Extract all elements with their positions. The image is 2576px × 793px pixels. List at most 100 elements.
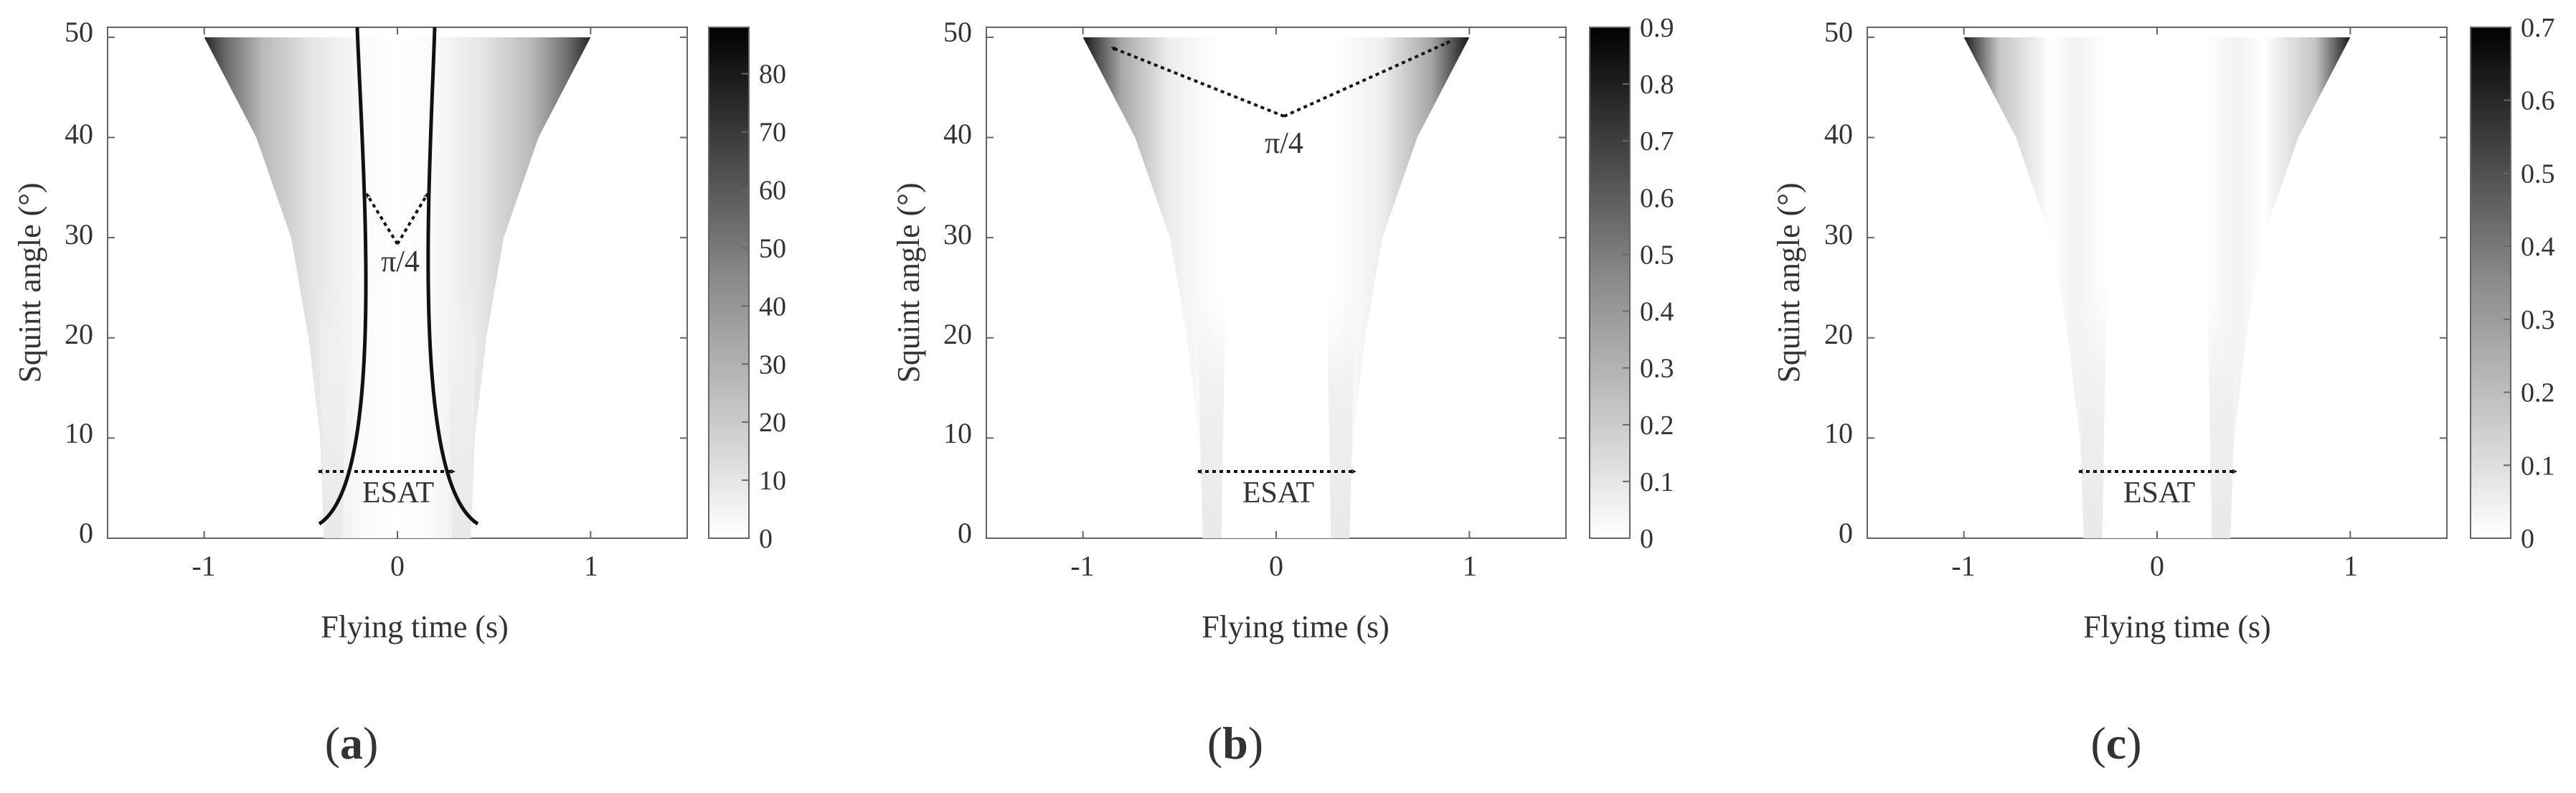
y-axis-label-a: Squint angle (°): [12, 182, 47, 383]
x-tick-label: -1: [192, 550, 215, 582]
colorbar-tick-label: 0.6: [1640, 183, 1674, 213]
y-tick-label: 30: [1824, 218, 1853, 250]
axis-ticks-c: [1867, 27, 2447, 539]
colorbar-tick-label: 0.2: [1640, 410, 1674, 441]
y-tick-label: 40: [943, 118, 972, 150]
esat-label-b: ESAT: [1242, 477, 1314, 510]
pi4-label-b: π/4: [1265, 127, 1303, 160]
y-tick-label: 10: [65, 417, 93, 449]
colorbar-tick-label: 10: [759, 466, 786, 496]
colorbar-tick-label: 0.5: [1640, 240, 1674, 270]
colorbar-tick-label: 0.7: [2521, 13, 2555, 43]
colorbar-tick-label: 0: [759, 524, 773, 554]
pi4-label-a: π/4: [381, 245, 420, 278]
colorbar-tick-label: 50: [759, 233, 786, 263]
x-tick-label: -1: [1951, 550, 1975, 582]
y-tick-label: 0: [958, 517, 972, 549]
esat-label-c: ESAT: [2123, 477, 2195, 510]
colorbar-tick-label: 0.1: [1640, 467, 1674, 497]
x-tick-label: 1: [1463, 550, 1477, 582]
heatmap-region-right-c: [2157, 37, 2351, 538]
y-tick-label: 30: [65, 218, 93, 250]
esat-label-a: ESAT: [362, 477, 434, 510]
colorbar-tick-label: 0.4: [1640, 297, 1674, 327]
x-tick-label: 1: [2344, 550, 2358, 582]
svg-text:(b): (b): [1207, 718, 1263, 769]
y-tick-label: 20: [943, 318, 972, 350]
pi4-arrow-left-b: [1110, 46, 1285, 118]
x-tick-label: 0: [1269, 550, 1283, 582]
colorbar-tick-label: 40: [759, 291, 786, 322]
y-tick-label: 20: [1824, 318, 1853, 350]
x-axis-b: -1 0 1 Flying time (s): [1070, 550, 1477, 644]
colorbar-tick-label: 80: [759, 60, 786, 90]
boundary-curve-left-a: [318, 27, 368, 526]
y-tick-label: 50: [1824, 16, 1853, 48]
x-axis-label-c: Flying time (s): [2083, 609, 2271, 644]
heatmap-band-left-b: [1197, 287, 1226, 538]
y-tick-label: 40: [65, 118, 93, 150]
colorbar-tick-label: 0: [2521, 524, 2534, 554]
heatmap-region-right-b: [1276, 37, 1470, 538]
heatmap-band-right-a: [448, 287, 477, 538]
heatmap-band-left-a: [318, 287, 347, 538]
heatmap-band-left-c: [2077, 287, 2107, 538]
colorbar-tick-label: 70: [759, 118, 786, 148]
panel-label-b: (b): [1207, 718, 1263, 769]
colorbar-tick-label: 20: [759, 408, 786, 438]
y-tick-label: 50: [65, 16, 93, 48]
y-tick-label: 50: [943, 16, 972, 48]
y-axis-b: 0 10 20 30 40 50 Squint angle (°): [891, 16, 972, 549]
heatmap-region-right-a: [397, 37, 591, 538]
pi4-arrow-right-b: [1283, 40, 1450, 118]
colorbar-tick-label: 0: [1640, 524, 1653, 554]
heatmap-region-left-b: [1082, 37, 1276, 538]
colorbar-tick-label: 0.2: [2521, 378, 2555, 408]
panel-label-a: (a): [325, 718, 379, 769]
axis-ticks-a: [108, 27, 687, 539]
colorbar-ticks-c: 0 0.1 0.2 0.3 0.4 0.5 0.6 0.7: [2504, 13, 2555, 554]
y-tick-label: 30: [943, 218, 972, 250]
x-tick-label: 0: [390, 550, 405, 582]
panel-c: ESAT -1 0 1 Flying time (s) 0 10 20 30 4…: [1771, 13, 2555, 769]
colorbar-b: [1589, 27, 1631, 539]
colorbar-tick-label: 0.6: [2521, 86, 2555, 116]
x-axis-a: -1 0 1 Flying time (s): [192, 550, 598, 644]
colorbar-ticks-a: 0 10 20 30 40 50 60 70 80: [742, 60, 786, 554]
heatmap-band-right-b: [1326, 287, 1356, 538]
x-tick-label: -1: [1070, 550, 1094, 582]
y-axis-a: 0 10 20 30 40 50 Squint angle (°): [12, 16, 93, 549]
x-tick-label: 1: [584, 550, 598, 582]
pi4-arrow-left-a: [365, 192, 399, 245]
colorbar-ticks-b: 0 0.1 0.2 0.3 0.4 0.5 0.6 0.7 0.8 0.9: [1623, 13, 1674, 554]
x-axis-label-b: Flying time (s): [1202, 609, 1390, 644]
colorbar-tick-label: 30: [759, 349, 786, 380]
x-tick-label: 0: [2150, 550, 2164, 582]
y-tick-label: 20: [65, 318, 93, 350]
colorbar-tick-label: 0.8: [1640, 70, 1674, 100]
y-axis-label-b: Squint angle (°): [891, 182, 926, 383]
panel-label-c: (c): [2090, 718, 2141, 769]
y-tick-label: 0: [1839, 517, 1853, 549]
pi4-arrow-right-a: [396, 192, 429, 245]
colorbar-tick-label: 0.9: [1640, 13, 1674, 43]
colorbar-tick-label: 60: [759, 176, 786, 206]
colorbar-tick-label: 0.1: [2521, 451, 2555, 481]
panel-a: ESAT π/4 -1 0 1 Flying time (s) 0 10 20 …: [12, 16, 786, 769]
colorbar-tick-label: 0.3: [2521, 305, 2555, 335]
panel-b: π/4 ESAT -1 0 1 Flying time (s) 0 10 20 …: [891, 13, 1674, 769]
heatmap-region-left-a: [204, 37, 397, 538]
y-axis-label-c: Squint angle (°): [1771, 182, 1806, 383]
svg-text:(a): (a): [325, 718, 379, 769]
colorbar-tick-label: 0.5: [2521, 159, 2555, 189]
boundary-curve-right-a: [426, 27, 479, 526]
colorbar-tick-label: 0.4: [2521, 232, 2555, 262]
x-axis-c: -1 0 1 Flying time (s): [1951, 550, 2358, 644]
heatmap-region-left-c: [1963, 37, 2157, 538]
colorbar-tick-label: 0.7: [1640, 126, 1674, 156]
heatmap-band-right-c: [2207, 287, 2237, 538]
svg-text:(c): (c): [2090, 718, 2141, 769]
y-tick-label: 40: [1824, 118, 1853, 150]
axis-ticks-b: [986, 27, 1566, 539]
